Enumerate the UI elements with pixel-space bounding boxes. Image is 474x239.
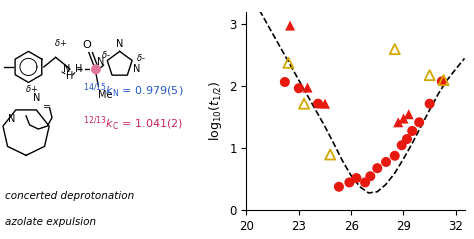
Point [426, 73, 433, 77]
Point [281, 80, 289, 84]
Text: N: N [8, 114, 16, 125]
Point [374, 166, 381, 170]
Point [300, 102, 308, 106]
Text: H: H [66, 71, 73, 81]
Point [394, 120, 402, 124]
Text: N: N [33, 93, 40, 103]
Point [391, 47, 399, 51]
Point [304, 86, 311, 89]
Point [391, 154, 399, 158]
Text: N: N [133, 64, 140, 74]
Point [426, 102, 433, 106]
Point [284, 61, 292, 65]
Point [366, 174, 374, 178]
Point [295, 86, 302, 90]
Text: $\delta$+: $\delta$+ [54, 37, 67, 48]
Point [314, 102, 322, 106]
Point [440, 78, 447, 82]
Point [405, 112, 412, 116]
Text: N: N [97, 57, 104, 67]
Text: azolate expulsion: azolate expulsion [5, 217, 96, 227]
Point [438, 80, 446, 83]
Circle shape [91, 65, 100, 74]
Y-axis label: log$_{10}$($t_{1/2}$): log$_{10}$($t_{1/2}$) [207, 81, 224, 141]
Point [415, 120, 423, 124]
Text: $^{12/13}k_{\mathrm{C}}$ = 1.041(2): $^{12/13}k_{\mathrm{C}}$ = 1.041(2) [83, 115, 183, 133]
Point [403, 137, 411, 141]
Point [327, 153, 334, 157]
Point [382, 160, 390, 164]
Text: Me: Me [99, 90, 113, 100]
Point [346, 180, 353, 184]
Point [398, 143, 406, 147]
Text: H: H [75, 64, 82, 74]
Text: concerted deprotonation: concerted deprotonation [5, 191, 134, 201]
Text: $\delta$-: $\delta$- [136, 52, 146, 63]
Text: O: O [82, 40, 91, 50]
Text: N: N [116, 39, 123, 49]
Point [286, 24, 294, 27]
Point [321, 102, 329, 106]
Point [353, 176, 360, 180]
Text: $\delta$-: $\delta$- [100, 49, 110, 60]
Text: N: N [63, 64, 70, 74]
Point [335, 185, 343, 189]
Text: =: = [43, 103, 51, 113]
Point [409, 129, 416, 133]
Point [361, 180, 369, 184]
Text: $\delta$+: $\delta$+ [26, 83, 38, 94]
Point [400, 117, 407, 120]
Text: $^{14/15}k_{\mathrm{N}}$ = 0.979(5): $^{14/15}k_{\mathrm{N}}$ = 0.979(5) [83, 82, 183, 100]
